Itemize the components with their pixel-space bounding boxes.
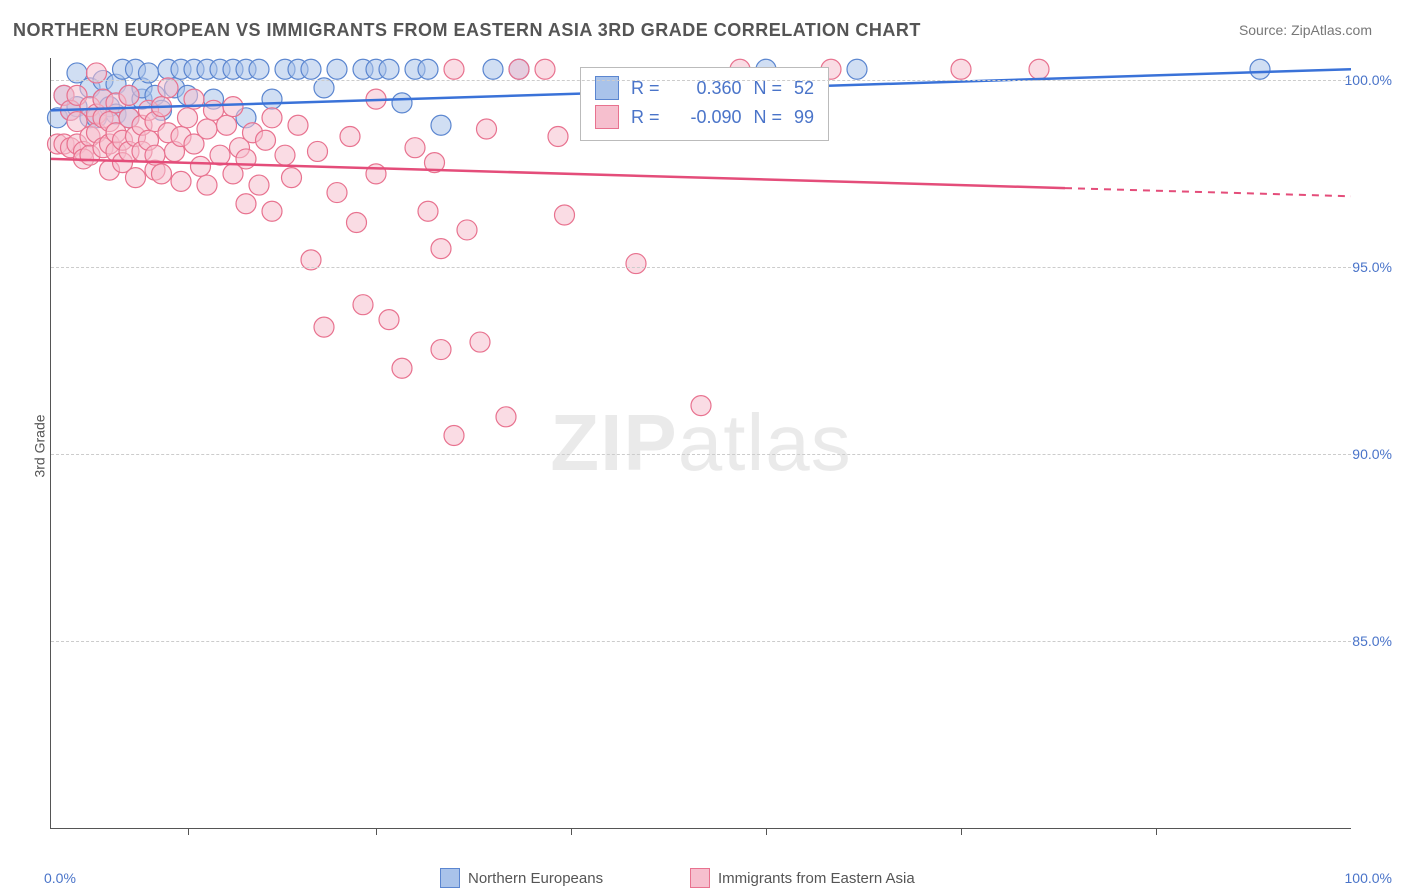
data-point	[126, 168, 146, 188]
data-point	[951, 59, 971, 79]
stat-n-label: N =	[754, 74, 783, 103]
data-point	[210, 145, 230, 165]
data-point	[327, 183, 347, 203]
data-point	[431, 115, 451, 135]
data-point	[691, 396, 711, 416]
data-point	[152, 164, 172, 184]
data-point	[249, 175, 269, 195]
trend-line-dashed	[1065, 188, 1351, 196]
legend-item: Northern Europeans	[440, 868, 603, 888]
data-point	[178, 108, 198, 128]
data-point	[418, 59, 438, 79]
data-point	[496, 407, 516, 427]
data-point	[249, 59, 269, 79]
data-point	[275, 145, 295, 165]
data-point	[236, 194, 256, 214]
data-point	[1029, 59, 1049, 79]
data-point	[256, 130, 276, 150]
plot-area: ZIPatlas R =0.360N =52R =-0.090N =99	[50, 58, 1351, 829]
x-tick-label-min: 0.0%	[44, 870, 76, 886]
data-point	[379, 59, 399, 79]
gridline	[51, 267, 1351, 268]
y-tick-label: 90.0%	[1352, 446, 1392, 462]
chart-container: NORTHERN EUROPEAN VS IMMIGRANTS FROM EAS…	[0, 0, 1406, 892]
data-point	[509, 59, 529, 79]
x-tick	[376, 828, 377, 835]
data-point	[477, 119, 497, 139]
data-point	[327, 59, 347, 79]
stat-r-value: -0.090	[672, 103, 742, 132]
x-tick-label-max: 100.0%	[1345, 870, 1392, 886]
data-point	[626, 254, 646, 274]
legend-swatch	[690, 868, 710, 888]
data-point	[353, 295, 373, 315]
stats-legend-box: R = 0.360 N = 52 R = -0.090 N = 99	[580, 67, 829, 141]
data-point	[483, 59, 503, 79]
data-point	[314, 317, 334, 337]
plot-svg	[51, 58, 1351, 828]
data-point	[431, 340, 451, 360]
data-point	[555, 205, 575, 225]
data-point	[1250, 59, 1270, 79]
data-point	[262, 201, 282, 221]
data-point	[457, 220, 477, 240]
stat-r-label: R =	[631, 103, 660, 132]
stat-n-value: 52	[794, 74, 814, 103]
stat-row: R = -0.090 N = 99	[595, 103, 814, 132]
stat-n-label: N =	[754, 103, 783, 132]
data-point	[444, 426, 464, 446]
x-tick	[766, 828, 767, 835]
data-point	[444, 59, 464, 79]
data-point	[288, 115, 308, 135]
x-tick	[1156, 828, 1157, 835]
legend-item: Immigrants from Eastern Asia	[690, 868, 915, 888]
data-point	[217, 115, 237, 135]
data-point	[191, 156, 211, 176]
data-point	[535, 59, 555, 79]
y-axis-label: 3rd Grade	[32, 414, 48, 477]
data-point	[847, 59, 867, 79]
data-point	[392, 358, 412, 378]
data-point	[197, 175, 217, 195]
data-point	[470, 332, 490, 352]
stat-r-value: 0.360	[672, 74, 742, 103]
data-point	[548, 126, 568, 146]
gridline	[51, 641, 1351, 642]
chart-title: NORTHERN EUROPEAN VS IMMIGRANTS FROM EAS…	[13, 20, 921, 41]
data-point	[223, 97, 243, 117]
data-point	[418, 201, 438, 221]
data-point	[282, 168, 302, 188]
data-point	[340, 126, 360, 146]
data-point	[431, 239, 451, 259]
y-tick-label: 100.0%	[1345, 72, 1392, 88]
y-tick-label: 85.0%	[1352, 633, 1392, 649]
source-attribution: Source: ZipAtlas.com	[1239, 22, 1372, 38]
legend-swatch	[440, 868, 460, 888]
stat-row: R = 0.360 N = 52	[595, 74, 814, 103]
data-point	[379, 310, 399, 330]
legend-label: Immigrants from Eastern Asia	[718, 870, 915, 887]
y-tick-label: 95.0%	[1352, 259, 1392, 275]
data-point	[262, 108, 282, 128]
data-point	[197, 119, 217, 139]
data-point	[347, 212, 367, 232]
data-point	[262, 89, 282, 109]
stat-n-value: 99	[794, 103, 814, 132]
legend-label: Northern Europeans	[468, 870, 603, 887]
x-tick	[188, 828, 189, 835]
x-tick	[961, 828, 962, 835]
data-point	[119, 85, 139, 105]
legend-swatch	[595, 105, 619, 129]
data-point	[171, 171, 191, 191]
gridline	[51, 454, 1351, 455]
stat-r-label: R =	[631, 74, 660, 103]
data-point	[308, 141, 328, 161]
x-tick	[571, 828, 572, 835]
data-point	[392, 93, 412, 113]
data-point	[405, 138, 425, 158]
data-point	[301, 59, 321, 79]
gridline	[51, 80, 1351, 81]
